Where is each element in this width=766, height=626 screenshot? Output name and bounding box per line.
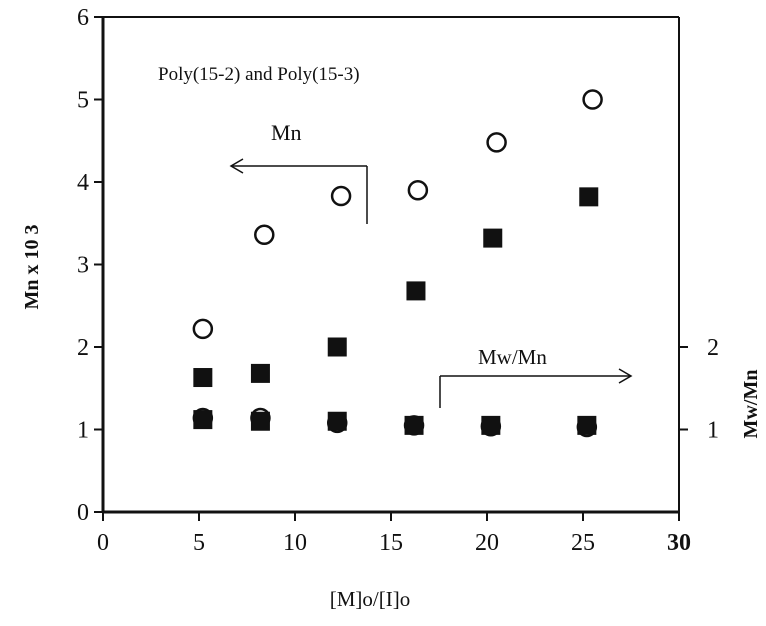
y-tick-label: 2 bbox=[77, 335, 89, 361]
x-tick-label: 25 bbox=[571, 530, 595, 556]
data-point-square bbox=[481, 415, 501, 435]
data-point-circle bbox=[254, 224, 275, 246]
x-tick-label: 20 bbox=[475, 530, 499, 556]
mn-annotation-label: Mn bbox=[271, 120, 302, 145]
mn-arrow-head bbox=[229, 158, 244, 174]
y-axis-label: Mn x 10 3 bbox=[21, 225, 43, 310]
data-point-square bbox=[250, 411, 270, 431]
data-point-square bbox=[250, 363, 270, 383]
tick-layer: 0 5 10 15 20 25 30 0 1 2 3 4 5 6 1 2 bbox=[77, 5, 719, 556]
data-point-circle bbox=[582, 89, 603, 110]
data-point-circle bbox=[486, 132, 507, 153]
y2-tick-label: 2 bbox=[707, 335, 719, 361]
data-point-square bbox=[404, 415, 424, 435]
data-point-square bbox=[327, 337, 347, 357]
data-point-circle bbox=[192, 318, 214, 340]
y2-tick-label: 1 bbox=[707, 418, 719, 444]
data-point-square bbox=[577, 415, 597, 435]
data-point-circle bbox=[330, 185, 352, 207]
x-tick-label: 30 bbox=[667, 530, 691, 556]
y-tick-label: 0 bbox=[77, 500, 89, 526]
x-tick-label: 5 bbox=[193, 530, 205, 556]
mwmn-annotation-label: Mw/Mn bbox=[478, 345, 547, 369]
data-point-square bbox=[327, 411, 347, 431]
data-point-square bbox=[193, 368, 213, 388]
data-point-square bbox=[406, 281, 426, 301]
mn-annotation: Mn bbox=[229, 120, 368, 224]
x-axis-label: [M]o/[I]o bbox=[330, 587, 410, 611]
data-point-square bbox=[193, 410, 213, 430]
marker-layer bbox=[192, 89, 603, 438]
x-tick-label: 0 bbox=[97, 530, 109, 556]
data-point-square bbox=[483, 228, 503, 248]
y-tick-label: 3 bbox=[77, 253, 89, 279]
y-tick-label: 5 bbox=[77, 88, 89, 114]
data-point-circle bbox=[407, 180, 429, 201]
y-tick-label: 1 bbox=[77, 418, 89, 444]
y-tick-label: 6 bbox=[77, 5, 89, 31]
y2-axis-label: Mw/Mn bbox=[740, 370, 762, 439]
y-tick-label: 4 bbox=[77, 170, 89, 196]
mwmn-arrow-head bbox=[618, 368, 633, 384]
x-tick-label: 10 bbox=[283, 530, 307, 556]
mwmn-annotation: Mw/Mn bbox=[439, 345, 633, 408]
data-point-square bbox=[579, 187, 599, 207]
x-tick-label: 15 bbox=[379, 530, 403, 556]
chart-title: Poly(15-2) and Poly(15-3) bbox=[158, 64, 360, 85]
